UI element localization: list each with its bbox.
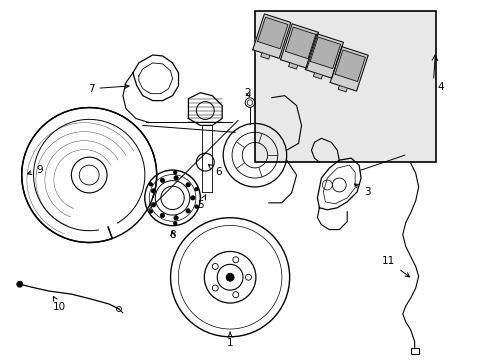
- Polygon shape: [288, 63, 297, 69]
- Text: 4: 4: [436, 82, 443, 92]
- Bar: [410, 348, 418, 354]
- Circle shape: [173, 221, 177, 225]
- Text: 11: 11: [382, 256, 409, 277]
- Circle shape: [194, 187, 198, 191]
- Circle shape: [174, 176, 178, 180]
- Circle shape: [173, 171, 177, 174]
- Polygon shape: [285, 27, 315, 59]
- Text: 3: 3: [354, 184, 369, 197]
- Circle shape: [151, 189, 155, 193]
- Circle shape: [225, 273, 234, 281]
- Circle shape: [17, 281, 22, 287]
- Text: 7: 7: [88, 84, 129, 94]
- Text: 1: 1: [226, 332, 233, 348]
- Circle shape: [151, 203, 155, 207]
- Polygon shape: [280, 24, 318, 68]
- Polygon shape: [305, 34, 343, 78]
- Polygon shape: [334, 50, 365, 81]
- Circle shape: [149, 183, 152, 186]
- Bar: [404, 151, 416, 159]
- Text: 8: 8: [169, 230, 176, 239]
- Text: 9: 9: [27, 165, 43, 175]
- Circle shape: [149, 210, 152, 213]
- Polygon shape: [313, 73, 322, 79]
- Circle shape: [185, 209, 190, 213]
- Circle shape: [190, 196, 195, 200]
- Text: 5: 5: [197, 194, 205, 210]
- Circle shape: [160, 213, 164, 217]
- Text: 10: 10: [53, 296, 66, 312]
- Circle shape: [185, 183, 190, 187]
- Polygon shape: [329, 47, 367, 91]
- Circle shape: [194, 205, 198, 208]
- Text: 2: 2: [244, 88, 251, 98]
- Text: 6: 6: [208, 165, 221, 177]
- Polygon shape: [257, 17, 287, 49]
- Polygon shape: [309, 37, 340, 68]
- Polygon shape: [252, 14, 290, 58]
- Circle shape: [174, 216, 178, 220]
- Polygon shape: [260, 53, 269, 59]
- Polygon shape: [338, 86, 346, 92]
- Bar: [254, 11, 435, 162]
- Circle shape: [160, 178, 164, 183]
